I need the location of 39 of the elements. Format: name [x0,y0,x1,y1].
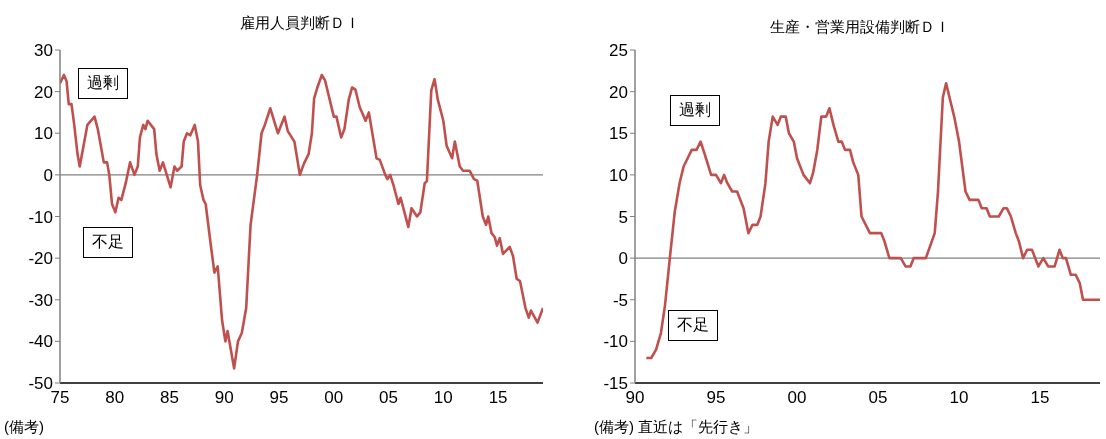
x-tick-label: 05 [379,388,399,408]
y-tick-label: -5 [612,290,628,310]
x-tick-label: 00 [787,388,807,408]
annotation: 過剰 [78,68,128,99]
x-tick-label: 95 [269,388,289,408]
y-tick-label: 30 [34,41,53,61]
annotation: 不足 [668,310,718,341]
y-tick-label: 0 [43,165,53,185]
x-tick-label: 15 [1030,388,1050,408]
x-tick-label: 00 [324,388,344,408]
x-tick-label: 95 [706,388,726,408]
y-tick-label: -10 [603,332,628,352]
y-tick-label: -10 [28,207,53,227]
y-tick-label: 20 [609,82,628,102]
x-tick-label: 10 [949,388,969,408]
x-tick-label: 05 [868,388,888,408]
x-tick-label: 15 [488,388,508,408]
annotation: 過剰 [670,95,720,126]
x-tick-label: 10 [433,388,453,408]
y-tick-label: 5 [618,207,628,227]
x-tick-label: 90 [625,388,645,408]
y-tick-label: 20 [34,82,53,102]
x-tick-label: 80 [105,388,125,408]
y-tick-label: 0 [618,249,628,269]
y-tick-label: 10 [609,165,628,185]
chart-title: 生産・営業用設備判断ＤＩ [769,18,951,37]
x-tick-label: 85 [160,388,179,408]
text: (備考) [4,418,44,437]
y-tick-label: 15 [609,124,628,144]
chart-title: 雇用人員判断ＤＩ [239,14,361,33]
x-tick-label: 75 [50,388,70,408]
y-tick-label: -40 [28,332,53,352]
y-tick-label: 25 [609,41,628,61]
text: (備考) 直近は「先行き」 [594,418,759,437]
annotation: 不足 [83,227,133,258]
y-tick-label: 10 [34,124,53,144]
y-tick-label: -20 [28,249,53,269]
x-tick-label: 90 [214,388,234,408]
y-tick-label: -30 [28,290,53,310]
